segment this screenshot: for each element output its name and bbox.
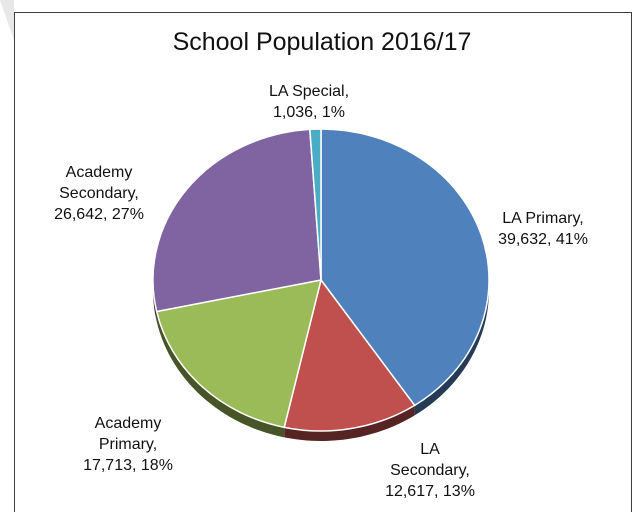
data-label-line: 12,617, 13% — [385, 483, 475, 500]
data-label-la-primary: LA Primary, 39,632, 41% — [498, 210, 588, 248]
data-label-line: LA — [420, 441, 440, 458]
data-label-line: Secondary, — [390, 462, 470, 479]
data-label-line: LA Special, — [269, 83, 349, 100]
data-label-line: 17,713, 18% — [83, 457, 173, 474]
data-label-academy-primary: Academy Primary, 17,713, 18% — [83, 415, 173, 474]
data-label-academy-secondary: Academy Secondary, 26,642, 27% — [54, 164, 144, 223]
data-label-line: LA Primary, — [502, 210, 584, 227]
data-label-line: Academy — [95, 415, 162, 432]
pie-slice-la-primary — [320, 128, 490, 407]
data-label-line: 26,642, 27% — [54, 206, 144, 223]
pie-slice-side-1 — [284, 405, 415, 441]
data-label-line: 39,632, 41% — [498, 231, 588, 248]
data-label-la-secondary: LA Secondary, 12,617, 13% — [385, 441, 475, 500]
pie-slice-side-3 — [153, 280, 157, 322]
pie-slice-academy-primary — [155, 279, 323, 429]
pie-slice-la-special — [309, 128, 322, 281]
pie-slice-la-secondary — [283, 278, 416, 432]
data-label-line: Primary, — [99, 436, 157, 453]
data-label-line: 1,036, 1% — [273, 104, 345, 121]
chart-title: School Population 2016/17 — [172, 28, 472, 56]
decorative-edge — [0, 0, 14, 40]
pie-slice-side-0 — [414, 280, 489, 416]
pie-slice-academy-secondary — [152, 128, 322, 313]
data-label-line: Academy — [66, 164, 133, 181]
data-label-la-special: LA Special, 1,036, 1% — [269, 83, 349, 121]
data-label-line: Secondary, — [59, 185, 139, 202]
